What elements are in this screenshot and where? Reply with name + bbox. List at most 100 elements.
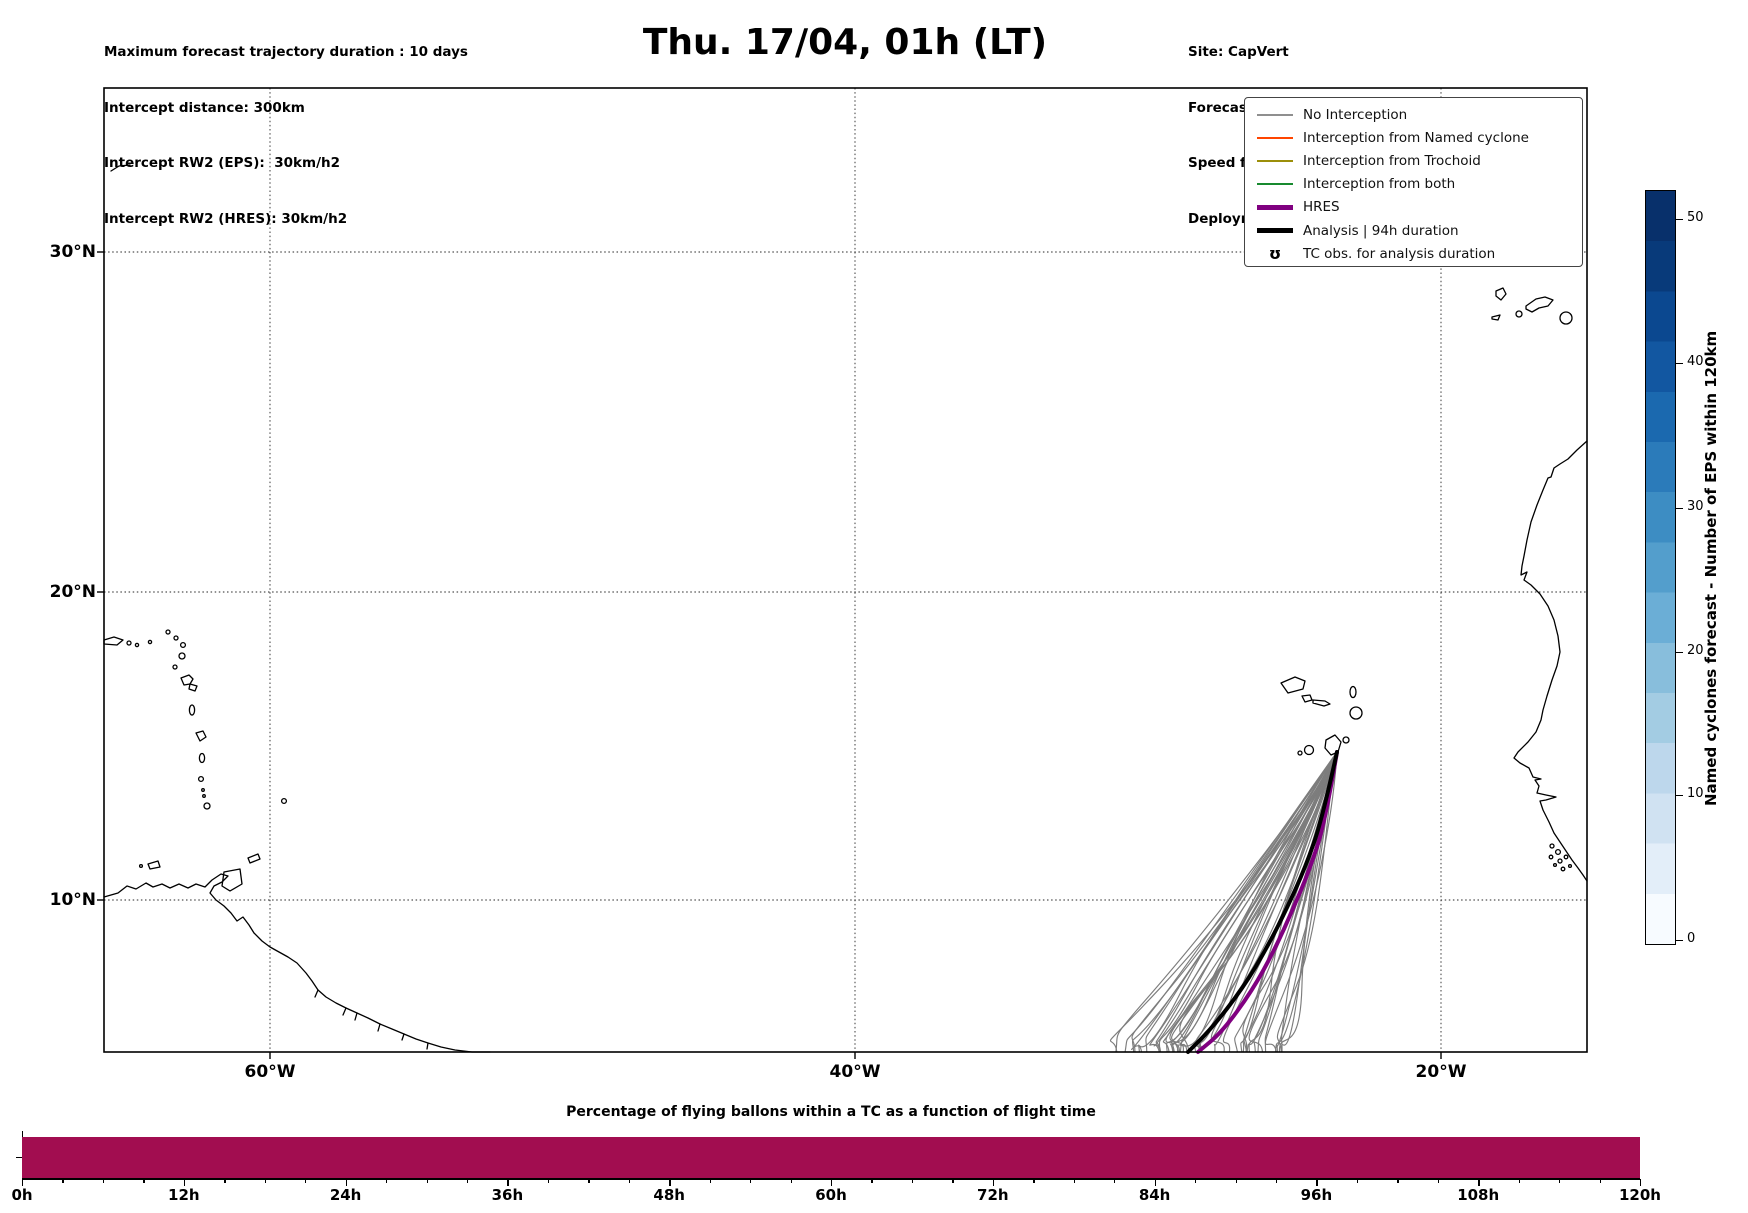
- time-minor-tick: [709, 1179, 711, 1183]
- colorbar-tick-label: 20: [1687, 643, 1704, 658]
- time-tick-label: 96h: [1300, 1186, 1333, 1204]
- time-minor-tick: [911, 1179, 914, 1183]
- time-major-tick: [183, 1179, 186, 1186]
- colorbar-tick-label: 0: [1687, 931, 1696, 946]
- time-minor-tick: [1275, 1179, 1278, 1183]
- legend-label: Interception from Trochoid: [1303, 152, 1481, 169]
- legend-item-tc-obs: ʊ TC obs. for analysis duration: [1257, 242, 1582, 265]
- black-line-sample: [1257, 228, 1293, 234]
- coastline-south-america: [103, 873, 491, 1053]
- islands-cape-verde: [1280, 676, 1363, 756]
- time-tick-label: 84h: [1138, 1186, 1171, 1204]
- time-minor-tick: [1437, 1179, 1440, 1183]
- time-major-tick: [1478, 1179, 1480, 1186]
- time-major-tick: [345, 1179, 347, 1186]
- time-major-tick: [831, 1179, 833, 1186]
- bottom-chart-y-tick: [16, 1157, 22, 1159]
- time-tick-label: 72h: [977, 1186, 1009, 1204]
- lon-tick-20W: 20°W: [1415, 1062, 1467, 1082]
- time-major-tick: [1316, 1179, 1318, 1186]
- olive-line-sample: [1257, 159, 1293, 162]
- max-duration-text: Maximum forecast trajectory duration : 1…: [104, 44, 468, 60]
- time-tick-label: 12h: [168, 1186, 200, 1204]
- lon-tick-40W: 40°W: [829, 1062, 881, 1082]
- time-minor-tick: [1073, 1179, 1076, 1183]
- eps-member-trajectory: [1162, 751, 1338, 1053]
- cyclone-icon: ʊ: [1268, 244, 1282, 264]
- time-tick-label: 36h: [491, 1186, 524, 1204]
- lat-tick-30N: 30°N: [49, 242, 96, 262]
- time-tick-label: 48h: [653, 1186, 685, 1204]
- colorbar-tick-50: [1676, 219, 1683, 221]
- time-tick-label: 108h: [1457, 1186, 1500, 1204]
- time-minor-tick: [386, 1179, 388, 1183]
- analysis-trajectory: [1186, 750, 1339, 1054]
- time-tick-label: 120h: [1619, 1186, 1661, 1204]
- time-tick-label: 0h: [11, 1186, 33, 1204]
- eps-member-trajectory: [1124, 751, 1338, 1053]
- header-left-block: Maximum forecast trajectory duration : 1…: [104, 6, 468, 247]
- legend-item-analysis: Analysis | 94h duration: [1257, 219, 1582, 242]
- coastline-bermuda: [110, 164, 131, 172]
- time-minor-tick: [750, 1179, 752, 1183]
- eps-member-trajectory: [1179, 751, 1338, 1053]
- legend-item-hres: HRES: [1257, 196, 1582, 219]
- time-minor-tick: [264, 1179, 267, 1183]
- time-major-tick: [22, 1179, 24, 1186]
- eps-member-trajectory: [1222, 751, 1338, 1053]
- lat-tick-10N: 10°N: [49, 890, 96, 910]
- time-minor-tick: [1114, 1179, 1116, 1183]
- bottom-chart-x-axis: [22, 1178, 1640, 1180]
- map-axis-ticks: [97, 251, 1442, 1059]
- time-minor-tick: [426, 1179, 428, 1183]
- islands-lesser-antilles: [126, 629, 288, 892]
- time-minor-tick: [305, 1179, 307, 1183]
- colorbar-tick-label: 10: [1687, 786, 1704, 801]
- time-minor-tick: [1518, 1179, 1520, 1183]
- time-minor-tick: [1235, 1179, 1237, 1183]
- site-text: Site: CapVert: [1188, 44, 1289, 60]
- coastline-africa: [1513, 440, 1588, 882]
- islands-bijagos: [1548, 843, 1573, 872]
- intercept-rw2-eps-text: Intercept RW2 (EPS): 30km/h2: [104, 155, 340, 171]
- time-minor-tick: [1195, 1179, 1197, 1183]
- eps-member-trajectory: [1131, 751, 1338, 1053]
- legend-label: TC obs. for analysis duration: [1303, 245, 1496, 262]
- legend-label: Analysis | 94h duration: [1303, 222, 1459, 239]
- time-major-tick: [992, 1179, 995, 1186]
- green-line-sample: [1257, 183, 1293, 186]
- time-minor-tick: [1356, 1179, 1359, 1183]
- legend-label: HRES: [1303, 199, 1340, 216]
- eps-member-trajectory: [1198, 751, 1338, 1053]
- time-minor-tick: [588, 1179, 590, 1183]
- legend-label: Interception from both: [1303, 176, 1456, 193]
- lon-tick-60W: 60°W: [244, 1062, 296, 1082]
- river-mouth-marks: [314, 989, 429, 1050]
- bottom-chart-title: Percentage of flying ballons within a TC…: [566, 1104, 1096, 1120]
- eps-member-trajectory: [1242, 751, 1338, 1053]
- lat-tick-20N: 20°N: [49, 582, 96, 602]
- time-minor-tick: [466, 1179, 469, 1183]
- eps-trajectories: [1109, 751, 1338, 1053]
- time-minor-tick: [1033, 1179, 1035, 1183]
- legend-item-named-cyclone: Interception from Named cyclone: [1257, 126, 1582, 149]
- legend: No Interception Interception from Named …: [1244, 97, 1583, 267]
- time-minor-tick: [790, 1179, 792, 1183]
- time-minor-tick: [1599, 1179, 1601, 1183]
- map-frame: [103, 87, 1588, 1053]
- purple-line-sample: [1257, 204, 1293, 210]
- gray-line-sample: [1257, 113, 1293, 116]
- legend-label: No Interception: [1303, 106, 1408, 123]
- islands-canary: [1491, 287, 1573, 325]
- orange-line-sample: [1257, 136, 1293, 139]
- time-tick-label: 60h: [815, 1186, 847, 1204]
- legend-item-both: Interception from both: [1257, 173, 1582, 196]
- time-minor-tick: [1559, 1179, 1561, 1183]
- coastline-puerto-rico: [103, 636, 124, 646]
- colorbar-tick-10: [1676, 795, 1683, 797]
- time-major-tick: [1640, 1179, 1642, 1186]
- eps-member-trajectory: [1153, 751, 1338, 1053]
- time-minor-tick: [62, 1179, 64, 1183]
